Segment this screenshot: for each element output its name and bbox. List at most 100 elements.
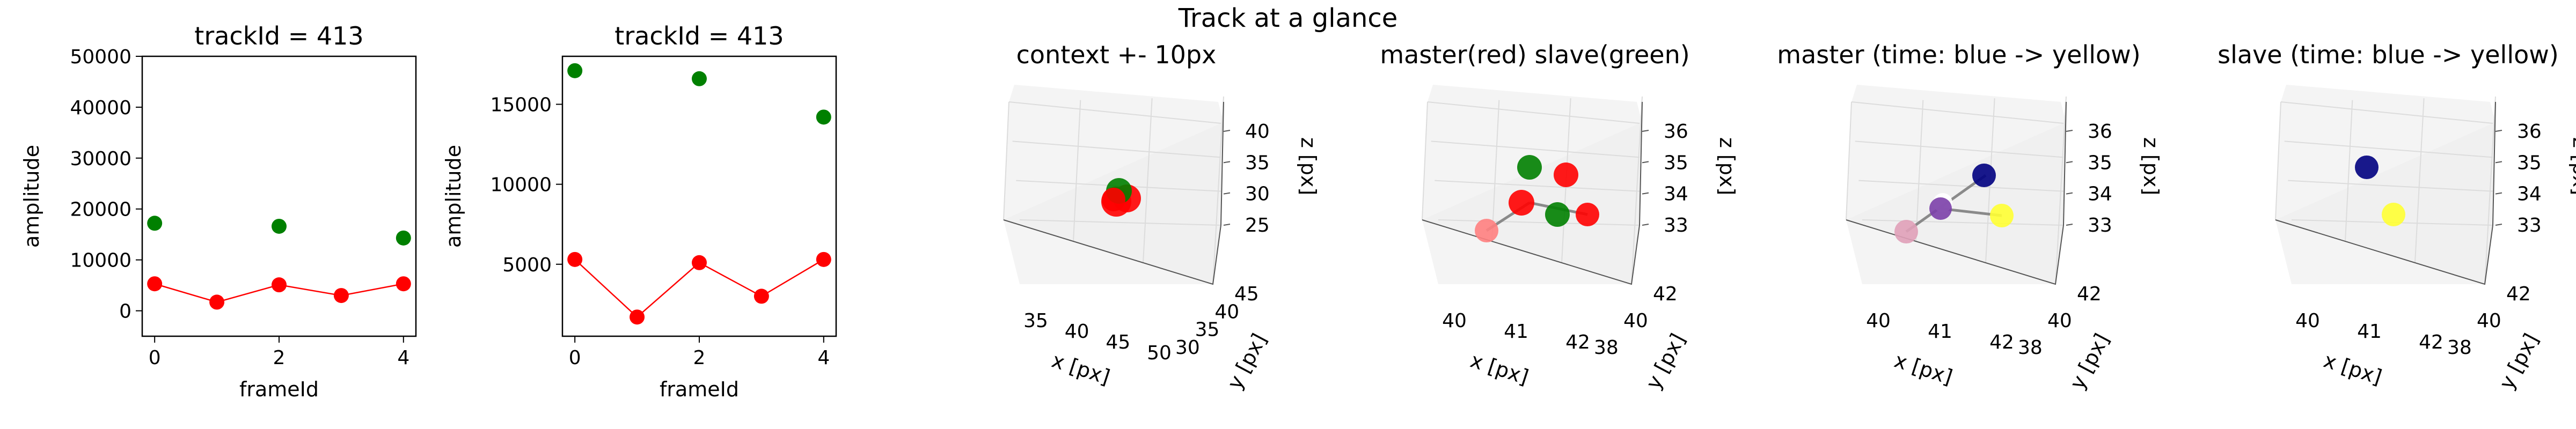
z-tick-label: 35 — [1664, 152, 1688, 174]
x-tick-label: 40 — [1866, 310, 1891, 332]
y-tick-label: 40 — [2047, 310, 2072, 332]
data-point — [1929, 197, 1952, 220]
3d-panel-2: master(red) slave(green) 36 35 34 33 z [px] 40… — [1380, 40, 1739, 393]
y-tick-label: 40000 — [70, 97, 131, 119]
grid-line — [1003, 101, 1009, 220]
y-axis-label: y [px] — [2065, 330, 2114, 394]
y-axis-label: y [px] — [1223, 330, 1271, 394]
data-point — [630, 309, 645, 325]
grid-line — [1143, 98, 1153, 263]
x-tick-label: 0 — [569, 347, 581, 369]
z-tick — [2066, 161, 2073, 164]
grid-line — [1422, 101, 1428, 220]
x-tick-label: 2 — [693, 347, 706, 369]
grid-line — [1435, 180, 1640, 192]
grid-line — [2055, 96, 2067, 285]
data-point — [1509, 190, 1534, 216]
axis-edge — [1422, 219, 1640, 285]
z-tick-label: 35 — [2517, 152, 2542, 174]
y-axis-label: y [px] — [2494, 330, 2543, 394]
axis-edge — [1003, 219, 1221, 285]
z-tick-label: 34 — [2517, 183, 2542, 205]
z-axis-label: z [px] — [1715, 137, 1739, 195]
y-tick-label: 40 — [1623, 310, 1648, 332]
z-tick-label: 36 — [1664, 121, 1688, 143]
grid-line — [1073, 100, 1081, 242]
grid-line — [1019, 219, 1221, 226]
y-axis-label: y [px] — [1641, 330, 1690, 394]
data-point — [1894, 220, 1918, 243]
z-tick-label: 33 — [1664, 214, 1688, 236]
z-tick — [2495, 192, 2502, 195]
x-axis-label: frameId — [660, 378, 739, 401]
z-tick-label: 33 — [2088, 214, 2112, 236]
z-tick-label: 34 — [2088, 183, 2112, 205]
x-tick-label: 35 — [1023, 310, 1048, 332]
chart-title: trackId = 413 — [614, 21, 784, 50]
data-point — [692, 255, 707, 270]
grid-line — [2284, 140, 2493, 158]
grid-line — [1491, 100, 1500, 242]
data-point — [396, 230, 411, 246]
chart-title: trackId = 413 — [194, 21, 363, 50]
x-tick-label: 40 — [1442, 310, 1467, 332]
grid-line — [2414, 98, 2425, 263]
y-tick-label: 42 — [2077, 283, 2102, 305]
chart-panel-2: trackId = 413 0 2 4 5000 10000 15000 frameId amp… — [442, 21, 837, 401]
z-tick — [1223, 192, 1231, 195]
z-tick — [1642, 192, 1649, 195]
y-tick-label: 45 — [1234, 283, 1259, 305]
3d-title: slave (time: blue -> yellow) — [2218, 40, 2559, 69]
data-point — [272, 218, 287, 234]
grid-line — [2484, 96, 2496, 285]
grid-line — [1858, 180, 2064, 192]
axis-edge — [2492, 101, 2496, 226]
z-tick-label: 33 — [2517, 214, 2542, 236]
3d-panel-3: master (time: blue -> yellow) 36 35 34 33 z [… — [1777, 40, 2163, 393]
x-axis-label: frameId — [239, 378, 319, 401]
z-axis-label: z [px] — [1297, 137, 1320, 195]
x-tick-label: 40 — [2295, 310, 2320, 332]
x-axis-label: x [px] — [1049, 349, 1113, 389]
x-axis-label: x [px] — [1468, 349, 1532, 389]
grid-line — [1855, 140, 2064, 158]
axis-edge — [1639, 101, 1643, 226]
x-tick-label: 2 — [273, 347, 286, 369]
x-tick-label: 4 — [397, 347, 409, 369]
data-point — [396, 276, 411, 292]
axis-edge — [2275, 219, 2493, 285]
axis-edge — [1846, 219, 2064, 285]
z-tick-label: 25 — [1245, 214, 1270, 236]
x-tick-label: 4 — [817, 347, 830, 369]
z-tick — [1223, 161, 1231, 164]
z-tick — [2495, 161, 2502, 164]
x-tick-label: 41 — [1504, 321, 1528, 343]
z-tick-label: 35 — [1245, 152, 1270, 174]
z-tick — [2066, 192, 2073, 195]
data-point — [1554, 162, 1578, 187]
x-tick-label: 41 — [2357, 321, 2382, 343]
z-tick — [1642, 224, 1649, 226]
grid-line — [1012, 140, 1221, 158]
grid-line — [2275, 101, 2281, 220]
data-point — [1102, 188, 1125, 211]
chart-panel-1: trackId = 413 0 2 4 0 10000 20000 30000 40000 500… — [20, 21, 417, 401]
x-axis-label: x [px] — [1892, 349, 1956, 389]
grid-line — [1008, 101, 1221, 124]
axis-edge — [2063, 101, 2067, 226]
data-point — [1475, 219, 1498, 242]
y-tick-label: 30000 — [70, 148, 131, 170]
z-tick — [2066, 130, 2073, 132]
z-tick-label: 36 — [2517, 121, 2542, 143]
grid-line — [1862, 219, 2064, 226]
x-axis-label: x [px] — [2321, 349, 2385, 389]
data-point — [147, 216, 163, 231]
figure-suptitle: Track at a glance — [1178, 3, 1398, 33]
y-tick-label: 38 — [2447, 337, 2472, 359]
z-tick — [1223, 130, 1231, 132]
3d-panel-4: slave (time: blue -> yellow) 36 35 34 33 z [p… — [2218, 40, 2576, 393]
y-tick-label: 10000 — [70, 250, 131, 272]
grid-line — [1438, 219, 1640, 226]
